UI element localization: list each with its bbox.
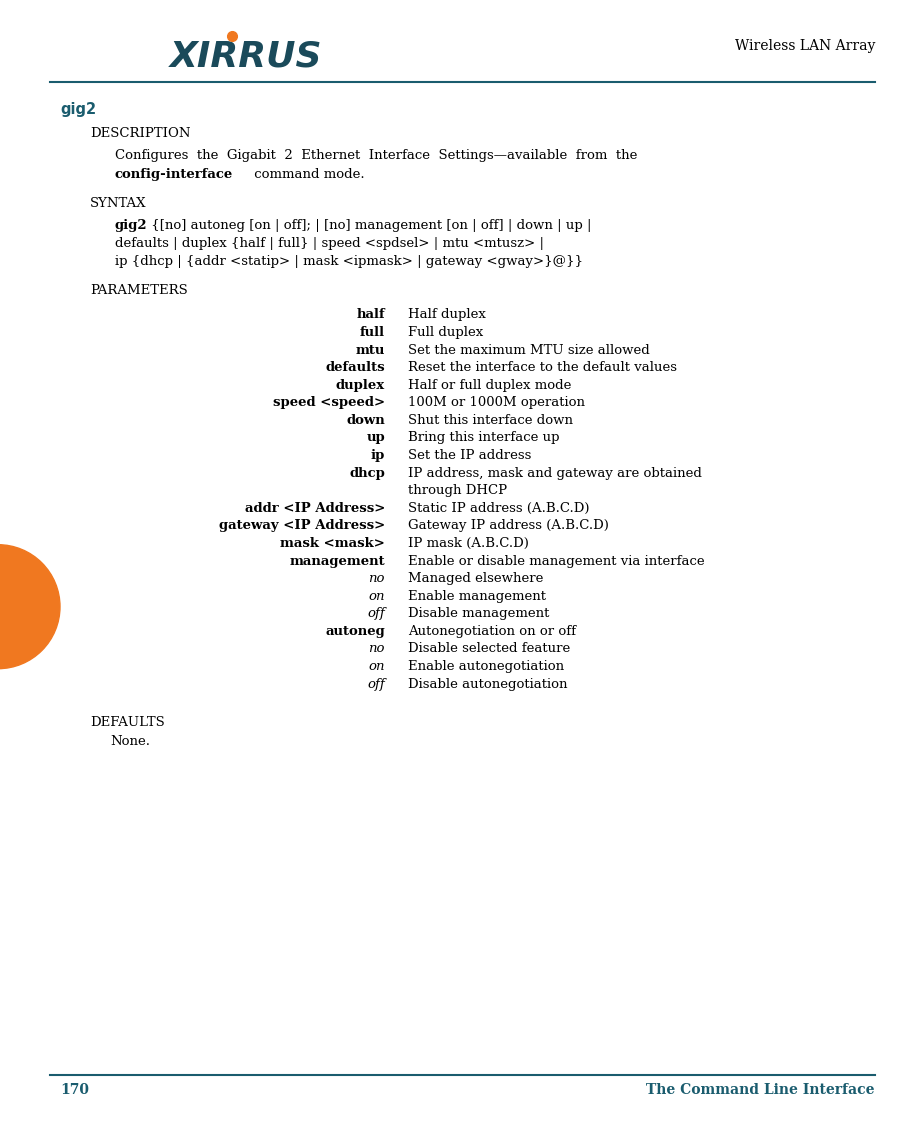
Text: no: no bbox=[368, 572, 384, 585]
Text: Reset the interface to the default values: Reset the interface to the default value… bbox=[408, 361, 676, 374]
Text: Static IP address (A.B.C.D): Static IP address (A.B.C.D) bbox=[408, 501, 589, 515]
Text: ip: ip bbox=[370, 449, 384, 462]
Text: Enable management: Enable management bbox=[408, 590, 546, 602]
Text: Half duplex: Half duplex bbox=[408, 308, 485, 321]
Text: down: down bbox=[345, 414, 384, 426]
Text: SYNTAX: SYNTAX bbox=[90, 197, 146, 210]
Text: gig2: gig2 bbox=[60, 102, 96, 117]
Circle shape bbox=[0, 544, 60, 669]
Text: DESCRIPTION: DESCRIPTION bbox=[90, 127, 190, 139]
Text: PARAMETERS: PARAMETERS bbox=[90, 284, 188, 296]
Text: IP mask (A.B.C.D): IP mask (A.B.C.D) bbox=[408, 538, 529, 550]
Text: full: full bbox=[360, 327, 384, 339]
Text: Half or full duplex mode: Half or full duplex mode bbox=[408, 379, 571, 391]
Text: Configures  the  Gigabit  2  Ethernet  Interface  Settings—available  from  the: Configures the Gigabit 2 Ethernet Interf… bbox=[115, 149, 637, 161]
Text: Gateway IP address (A.B.C.D): Gateway IP address (A.B.C.D) bbox=[408, 519, 608, 532]
Text: gig2: gig2 bbox=[115, 219, 147, 231]
Text: addr <IP Address>: addr <IP Address> bbox=[244, 501, 384, 515]
Text: dhcp: dhcp bbox=[349, 467, 384, 480]
Text: {[no] autoneg [on | off]; | [no] management [on | off] | down | up |: {[no] autoneg [on | off]; | [no] managem… bbox=[147, 219, 591, 231]
Text: on: on bbox=[368, 660, 384, 672]
Text: Set the maximum MTU size allowed: Set the maximum MTU size allowed bbox=[408, 344, 649, 356]
Text: Enable autonegotiation: Enable autonegotiation bbox=[408, 660, 564, 672]
Text: mask <mask>: mask <mask> bbox=[280, 538, 384, 550]
Text: Set the IP address: Set the IP address bbox=[408, 449, 530, 462]
Text: management: management bbox=[289, 555, 384, 567]
Text: on: on bbox=[368, 590, 384, 602]
Text: through DHCP: through DHCP bbox=[408, 484, 507, 497]
Text: Wireless LAN Array: Wireless LAN Array bbox=[734, 39, 874, 52]
Text: no: no bbox=[368, 642, 384, 655]
Text: Disable autonegotiation: Disable autonegotiation bbox=[408, 678, 566, 691]
Text: config-interface: config-interface bbox=[115, 168, 233, 180]
Text: mtu: mtu bbox=[355, 344, 384, 356]
Text: defaults: defaults bbox=[325, 361, 384, 374]
Text: off: off bbox=[367, 608, 384, 620]
Text: half: half bbox=[356, 308, 384, 321]
Text: duplex: duplex bbox=[336, 379, 384, 391]
Text: speed <speed>: speed <speed> bbox=[272, 397, 384, 409]
Text: Shut this interface down: Shut this interface down bbox=[408, 414, 573, 426]
Text: autoneg: autoneg bbox=[325, 625, 384, 637]
Text: XIRRUS: XIRRUS bbox=[170, 40, 322, 74]
Text: None.: None. bbox=[110, 735, 150, 747]
Text: 100M or 1000M operation: 100M or 1000M operation bbox=[408, 397, 584, 409]
Text: up: up bbox=[366, 432, 384, 445]
Text: Managed elsewhere: Managed elsewhere bbox=[408, 572, 543, 585]
Text: The Command Line Interface: The Command Line Interface bbox=[646, 1083, 874, 1097]
Text: Autonegotiation on or off: Autonegotiation on or off bbox=[408, 625, 575, 637]
Text: gateway <IP Address>: gateway <IP Address> bbox=[218, 519, 384, 532]
Text: DEFAULTS: DEFAULTS bbox=[90, 716, 164, 728]
Text: Bring this interface up: Bring this interface up bbox=[408, 432, 559, 445]
Text: Disable selected feature: Disable selected feature bbox=[408, 642, 570, 655]
Text: command mode.: command mode. bbox=[250, 168, 364, 180]
Text: Disable management: Disable management bbox=[408, 608, 548, 620]
Text: Enable or disable management via interface: Enable or disable management via interfa… bbox=[408, 555, 704, 567]
Text: ip {dhcp | {addr <statip> | mask <ipmask> | gateway <gway>}@}}: ip {dhcp | {addr <statip> | mask <ipmask… bbox=[115, 255, 583, 268]
Text: Full duplex: Full duplex bbox=[408, 327, 483, 339]
Text: off: off bbox=[367, 678, 384, 691]
Text: 170: 170 bbox=[60, 1083, 89, 1097]
Text: defaults | duplex {half | full} | speed <spdsel> | mtu <mtusz> |: defaults | duplex {half | full} | speed … bbox=[115, 237, 543, 249]
Text: IP address, mask and gateway are obtained: IP address, mask and gateway are obtaine… bbox=[408, 467, 701, 480]
